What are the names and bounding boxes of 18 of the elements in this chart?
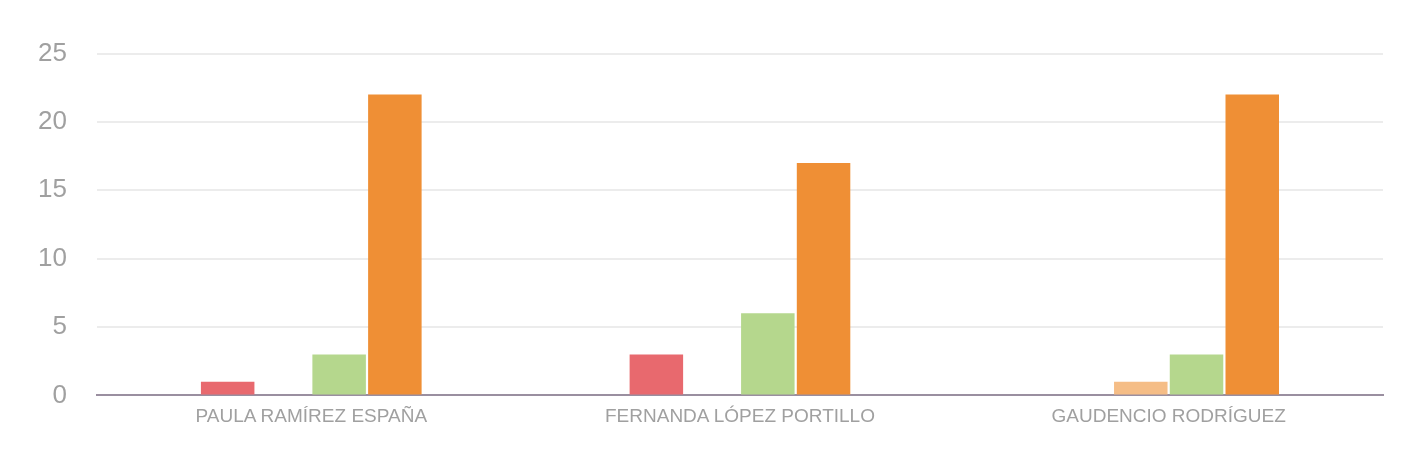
y-tick-label: 25 xyxy=(38,36,67,67)
y-tick-label: 0 xyxy=(52,378,67,409)
x-tick-label: GAUDENCIO RODRÍGUEZ xyxy=(1051,405,1287,427)
bar xyxy=(1225,94,1279,395)
y-tick-label: 20 xyxy=(38,105,67,136)
bar xyxy=(741,313,795,395)
bar xyxy=(368,94,422,395)
bar xyxy=(1169,354,1224,395)
bar xyxy=(312,354,366,395)
bar xyxy=(629,354,684,395)
bar xyxy=(796,162,851,395)
x-tick-label: PAULA RAMÍREZ ESPAÑA xyxy=(195,405,428,427)
bar xyxy=(1114,381,1168,395)
y-tick-label: 15 xyxy=(38,173,67,204)
y-tick-label: 5 xyxy=(52,310,67,341)
y-tick-label: 10 xyxy=(38,241,67,272)
x-tick-label: FERNANDA LÓPEZ PORTILLO xyxy=(604,405,875,427)
bar xyxy=(200,381,255,395)
